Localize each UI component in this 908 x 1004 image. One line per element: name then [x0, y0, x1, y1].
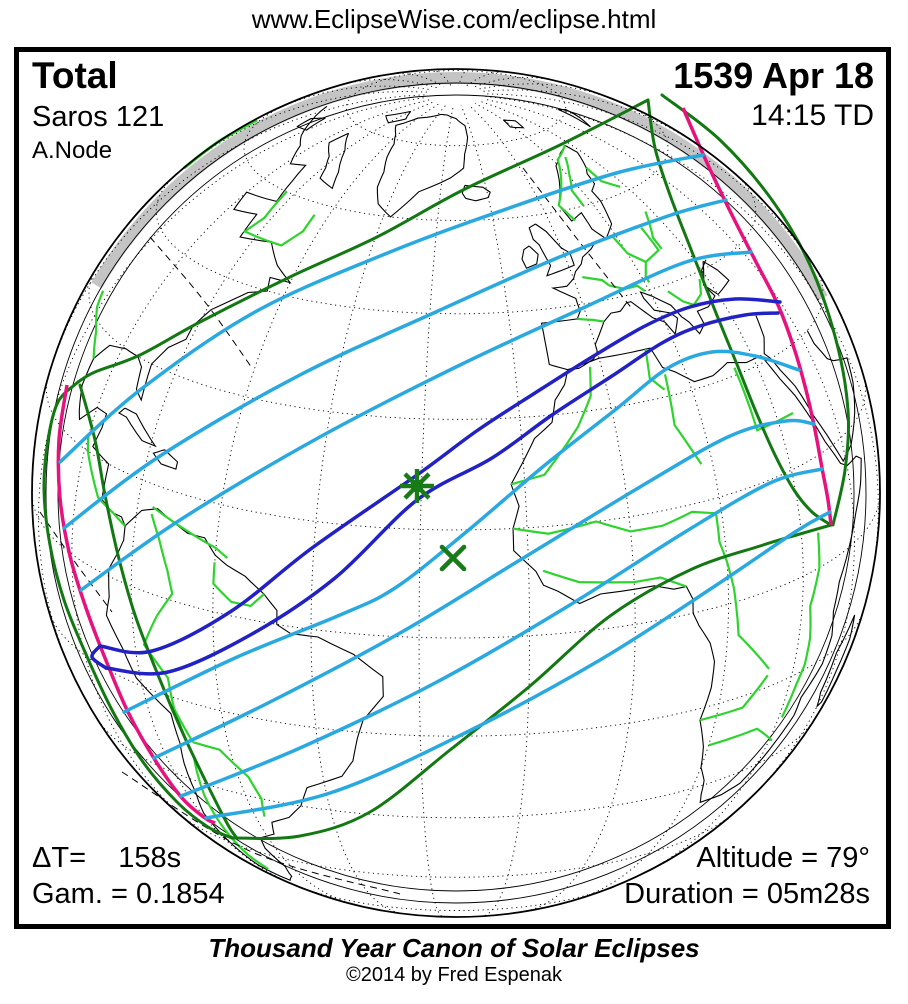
site-url: www.EclipseWise.com/eclipse.html [251, 4, 657, 34]
node-label: A.Node [32, 137, 113, 164]
footer-copyright: ©2014 by Fred Espenak [346, 964, 562, 986]
map-frame: Total Saros 121 A.Node 1539 Apr 18 14:15… [14, 47, 891, 929]
footer-title: Thousand Year Canon of Solar Eclipses [208, 933, 700, 963]
altitude-value: Altitude = 79° [696, 842, 870, 874]
delta-t-value: ΔT= 158s [32, 842, 182, 874]
gamma-value: Gam. = 0.1854 [32, 878, 225, 910]
date-label: 1539 Apr 18 [673, 55, 874, 96]
duration-value: Duration = 05m28s [624, 878, 870, 910]
saros-label: Saros 121 [32, 101, 165, 133]
time-label: 14:15 TD [751, 99, 874, 132]
eclipse-type-label: Total [32, 55, 118, 96]
eclipse-globe-map [31, 68, 881, 918]
